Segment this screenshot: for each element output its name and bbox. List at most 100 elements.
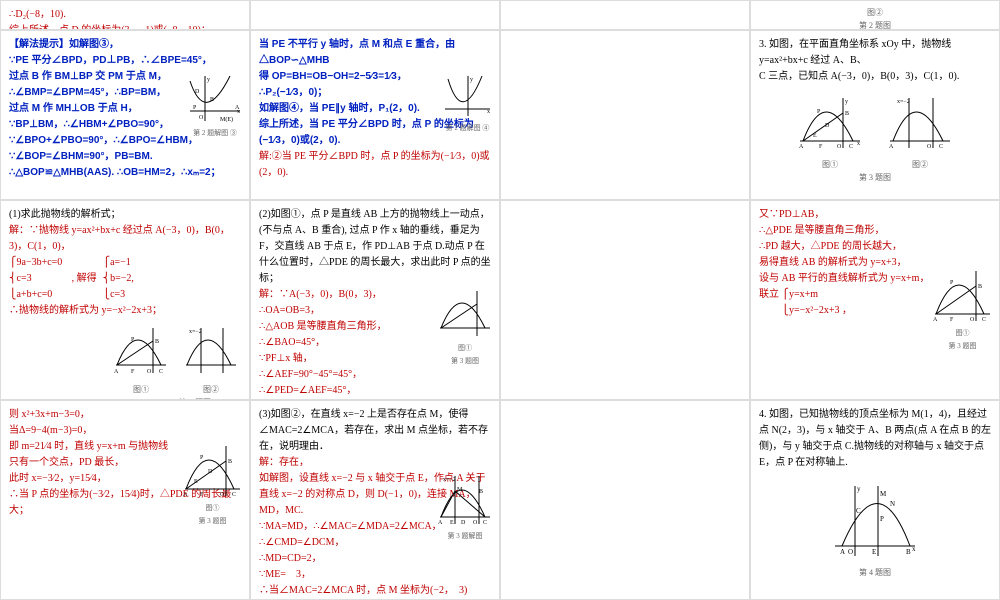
svg-text:E: E [813, 133, 817, 139]
cell-r3c3: 4. 如图，已知抛物线的顶点坐标为 M(1，4)，且经过点 N(2，3)，与 x… [750, 400, 1000, 600]
svg-text:B: B [155, 339, 159, 345]
svg-text:C: C [939, 144, 943, 150]
r1c1-fig: yx 第 2 题解图 ④ [440, 71, 495, 134]
r1c1-ans: 解:②当 PE 平分∠BPD 时，点 P 的坐标为(−1⁄3，0)或(2，0). [259, 149, 491, 181]
r3c3-figcap: 第 4 题图 [759, 567, 991, 580]
svg-text:F: F [131, 369, 135, 375]
parabola-icon: AC BP OF [930, 266, 995, 326]
r2c0-l2: 解：∵抛物线 y=ax²+bx+c 经过点 A(−3，0)，B(0，3)，C(1… [9, 223, 241, 255]
parabola-icon: x=−2 AE DO CM B [435, 471, 495, 529]
cell-r0c3: 图② 第 2 题图 [750, 0, 1000, 30]
r3c1-l2: 解：存在， [259, 455, 491, 471]
r3c1-l7: ∵ME= 3， [259, 567, 491, 583]
r2c3-l3: ∴PD 越大，△PDE 的周长越大， [759, 239, 991, 255]
r3c1-l8: ∴当∠MAC=2∠MCA 时，点 M 坐标为(−2， 3) [259, 583, 491, 599]
r3c1-l1: (3)如图②，在直线 x=−2 上是否存在点 M，使得∠MAC=2∠MCA，若存… [259, 407, 491, 455]
cell-r2c2 [500, 200, 750, 400]
svg-text:O: O [147, 369, 152, 375]
svg-text:F: F [950, 317, 954, 323]
r3c0-figcap-b: 第 3 题图 [180, 516, 245, 527]
eq-line: ⎨b=−2, [103, 271, 134, 287]
cell-r0c1 [250, 0, 500, 30]
r2c0-l3: ∴抛物线的解析式为 y=−x²−2x+3； [9, 303, 241, 319]
svg-text:C: C [982, 317, 986, 323]
svg-text:A: A [438, 520, 443, 526]
r2c3-l1: 又∵PD⊥AB， [759, 207, 991, 223]
svg-text:C: C [483, 520, 487, 526]
cell-r3c1: (3)如图②，在直线 x=−2 上是否存在点 M，使得∠MAC=2∠MCA，若存… [250, 400, 500, 600]
r2c0-eqL: ⎧9a−3b+c=0 ⎨c=3 , 解得 ⎩a+b+c=0 [9, 255, 97, 303]
svg-text:N: N [890, 500, 895, 508]
r0c3-b: 第 2 题图 [759, 20, 991, 30]
r1c0-figcap: 第 2 题解图 ③ [185, 128, 245, 139]
cell-r1c2 [500, 30, 750, 200]
r3c0-l1: 则 x²+3x+m−3=0， [9, 407, 241, 423]
svg-text:E: E [194, 479, 198, 485]
svg-text:C: C [856, 507, 861, 515]
svg-text:O: O [848, 548, 853, 556]
r3c3-figwrap: AE BO CM NP yx 第 4 题图 [759, 481, 991, 580]
r2c0-figwrap2: x=−2 图② [181, 323, 241, 397]
svg-text:O: O [473, 520, 478, 526]
svg-text:x: x [857, 141, 860, 147]
r2c1-figcap-a: 图① [435, 343, 495, 354]
svg-text:A: A [183, 492, 188, 498]
r1c3-figcap: 第 3 题图 [759, 172, 991, 185]
cell-r0c2 [500, 0, 750, 30]
svg-text:B: B [978, 284, 982, 290]
r1c3-l1: 3. 如图，在平面直角坐标系 xOy 中，抛物线 y=ax²+bx+c 经过 A… [759, 37, 991, 69]
svg-text:B: B [906, 548, 911, 556]
svg-text:D: D [195, 89, 200, 95]
svg-text:F: F [819, 144, 823, 150]
svg-text:M: M [457, 487, 463, 493]
cell-r2c0: (1)求此抛物线的解析式； 解：∵抛物线 y=ax²+bx+c 经过点 A(−3… [0, 200, 250, 400]
r2c0-fig1: 图① [111, 384, 171, 397]
r1c3-figs: yx AC OB PD EF 图① x=−2 AC O 图② [759, 93, 991, 172]
parabola-icon: AC BO PF [111, 323, 171, 378]
svg-text:A: A [933, 317, 938, 323]
parabola-icon: AE BO CM NP yx [830, 481, 920, 561]
r0c3-a: 图② [759, 7, 991, 20]
parabola-icon: yx [440, 71, 495, 121]
r1c3-l2: C 三点，已知点 A(−3，0)，B(0，3)，C(1，0). [759, 69, 991, 85]
svg-text:O: O [927, 144, 932, 150]
r1c3-figwrap2: x=−2 AC O 图② [885, 93, 955, 172]
cell-r1c3: 3. 如图，在平面直角坐标系 xOy 中，抛物线 y=ax²+bx+c 经过 A… [750, 30, 1000, 200]
r1c3-figwrap1: yx AC OB PD EF 图① [795, 93, 865, 172]
r1c0-title: 【解法提示】如解图③， [9, 37, 241, 53]
r0c0-b: 综上所述，点 D 的坐标为(3，−1)或(−8，10)； [9, 23, 241, 30]
eq-line: ⎨c=3 , 解得 [9, 271, 97, 287]
svg-text:M(E): M(E) [220, 116, 233, 123]
r1c0-fig: Ay PM(E) DB xO 第 2 题解图 ③ [185, 71, 245, 139]
cell-r1c1: 当 PE 不平行 y 轴时，点 M 和点 E 重合，由△BOP∽△MHB 得 O… [250, 30, 500, 200]
r2c1-l8: ∴∠PED=∠AEF=45°， [259, 383, 491, 399]
svg-text:O: O [970, 317, 975, 323]
eq-line: ⎧a=−1 [103, 255, 134, 271]
svg-text:A: A [889, 144, 894, 150]
r3c0-figcap-a: 图① [180, 503, 245, 514]
r2c0-fig2: 图② [181, 384, 241, 397]
svg-text:y: y [470, 77, 473, 83]
r1c3-fig1: 图① [795, 159, 865, 172]
svg-text:M: M [880, 490, 887, 498]
r2c0-eqs: ⎧9a−3b+c=0 ⎨c=3 , 解得 ⎩a+b+c=0 ⎧a=−1 ⎨b=−… [9, 255, 241, 303]
r3c1-figcap: 第 3 题解图 [435, 531, 495, 542]
r1c0-l7: ∵∠BOP=∠BHM=90°，PB=BM. [9, 149, 241, 165]
svg-text:D: D [461, 520, 466, 526]
r2c1-fig: 图① 第 3 题图 [435, 286, 495, 367]
r3c0-fig: AC BP OF DE 图① 第 3 题图 [180, 441, 245, 527]
r2c3-figcap-b: 第 3 题图 [930, 341, 995, 352]
r2c0-figwrap1: AC BO PF 图① [111, 323, 171, 397]
r2c1-l7: ∴∠AEF=90°−45°=45°， [259, 367, 491, 383]
svg-text:B: B [479, 489, 483, 495]
r1c0-l1: ∵PE 平分∠BPD，PD⊥PB，∴∠BPE=45°， [9, 53, 241, 69]
cell-r3c2 [500, 400, 750, 600]
svg-text:E: E [872, 548, 876, 556]
svg-text:A: A [114, 369, 119, 375]
r1c1-figcap: 第 2 题解图 ④ [440, 123, 495, 134]
cell-r3c0: 则 x²+3x+m−3=0， 当Δ=9−4(m−3)=0， 即 m=21⁄4 时… [0, 400, 250, 600]
svg-text:C: C [159, 369, 163, 375]
parabola-icon [435, 286, 495, 341]
svg-text:D: D [208, 469, 213, 475]
svg-text:A: A [799, 144, 804, 150]
